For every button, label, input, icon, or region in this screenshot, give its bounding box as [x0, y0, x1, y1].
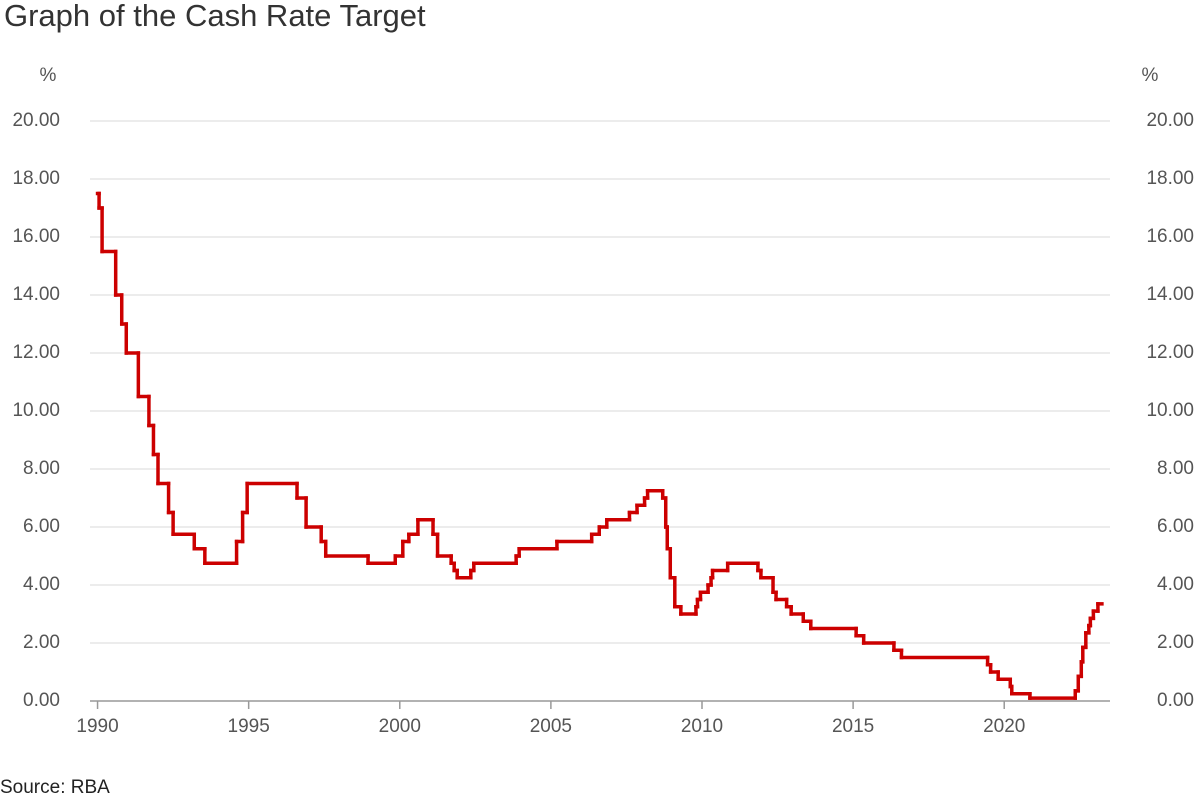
x-tick-label: 2005 — [530, 716, 572, 737]
x-tick-label: 1990 — [76, 716, 118, 737]
y2-tick-label: 2.00 — [1157, 632, 1194, 653]
y2-tick-label: 12.00 — [1146, 342, 1194, 363]
y2-axis-unit: % — [1142, 65, 1159, 86]
chart-title: Graph of the Cash Rate Target — [4, 0, 426, 33]
y-tick-label: 8.00 — [23, 458, 60, 479]
y2-tick-label: 8.00 — [1157, 458, 1194, 479]
y2-tick-label: 10.00 — [1146, 400, 1194, 421]
y-tick-label: 0.00 — [23, 690, 60, 711]
y2-tick-label: 18.00 — [1146, 168, 1194, 189]
y-tick-label: 18.00 — [12, 168, 60, 189]
y-tick-label: 4.00 — [23, 574, 60, 595]
y-tick-label: 14.00 — [12, 284, 60, 305]
x-tick-label: 2000 — [379, 716, 421, 737]
y2-tick-label: 0.00 — [1157, 690, 1194, 711]
x-tick-label: 2020 — [983, 716, 1025, 737]
y2-tick-label: 6.00 — [1157, 516, 1194, 537]
y-tick-label: 12.00 — [12, 342, 60, 363]
source-note: Source: RBA — [0, 777, 110, 798]
x-tick-label: 2015 — [832, 716, 874, 737]
y-axis-unit: % — [40, 65, 57, 86]
y2-tick-label: 4.00 — [1157, 574, 1194, 595]
y-tick-label: 16.00 — [12, 226, 60, 247]
x-tick-label: 2010 — [681, 716, 723, 737]
y2-tick-label: 14.00 — [1146, 284, 1194, 305]
y-tick-label: 6.00 — [23, 516, 60, 537]
y2-tick-label: 16.00 — [1146, 226, 1194, 247]
y-tick-label: 2.00 — [23, 632, 60, 653]
x-tick-label: 1995 — [228, 716, 270, 737]
y-tick-label: 20.00 — [12, 110, 60, 131]
y-tick-label: 10.00 — [12, 400, 60, 421]
y2-tick-label: 20.00 — [1146, 110, 1194, 131]
